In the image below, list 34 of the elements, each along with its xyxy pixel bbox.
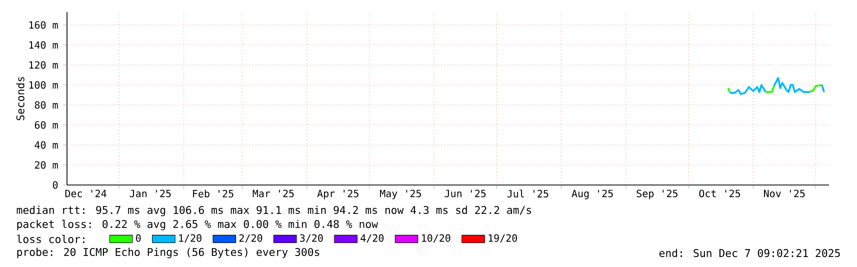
x-tick-label: May '25 [380,190,421,200]
y-tick-label: 20 m [34,161,58,169]
x-tick-label: Mar '25 [252,190,294,198]
y-axis-title: Seconds [16,77,24,120]
y-tick-label: 80 m [34,101,58,109]
legend-label: 3/20 [300,234,323,243]
text: probe: 20 ICMP Echo Pings (56 Bytes) every 300s [17,248,320,258]
legend-label: 2/20 [239,234,262,243]
x-tick-label: Apr '25 [317,190,358,200]
y-tick-label: 100 m [29,81,58,89]
text: median rtt: 95.7 ms avg 106.6 ms max 91.1 ms min 94.2 ms now 4.3 ms sd 22.2 am/s [16,206,532,216]
x-tick-label: Feb '25 [193,190,234,198]
x-tick-label: Oct '25 [699,190,740,198]
y-tick-label: 40 m [34,141,58,149]
x-tick-label: Jul '25 [507,190,548,198]
legend-label: 19/20 [488,234,518,243]
x-tick-label: Jan '25 [130,190,171,198]
y-tick-label: 160 m [29,21,58,29]
x-tick-label: Jun '25 [444,190,486,198]
legend-label: 4/20 [360,234,384,243]
legend-title: loss color: [17,234,84,244]
x-tick-label: Sep '25 [636,190,678,200]
x-tick-label: Nov '25 [764,190,805,198]
legend-label: 10/20 [422,234,450,243]
text: end: Sun Dec 7 09:02:21 2025 [659,248,840,258]
y-tick-label: 120 m [29,61,58,69]
text: packet loss: 0.22 % avg 2.65 % max 0.00 % min 0.48 % now [17,220,378,230]
y-tick-label: 60 m [34,121,58,129]
x-tick-label: Dec '24 [65,190,106,198]
legend-label: 1/20 [179,234,202,243]
x-tick-label: Aug '25 [572,190,613,200]
y-tick-label: 0 [52,181,58,189]
legend-label: 0 [136,234,141,242]
y-tick-label: 140 m [29,41,58,49]
